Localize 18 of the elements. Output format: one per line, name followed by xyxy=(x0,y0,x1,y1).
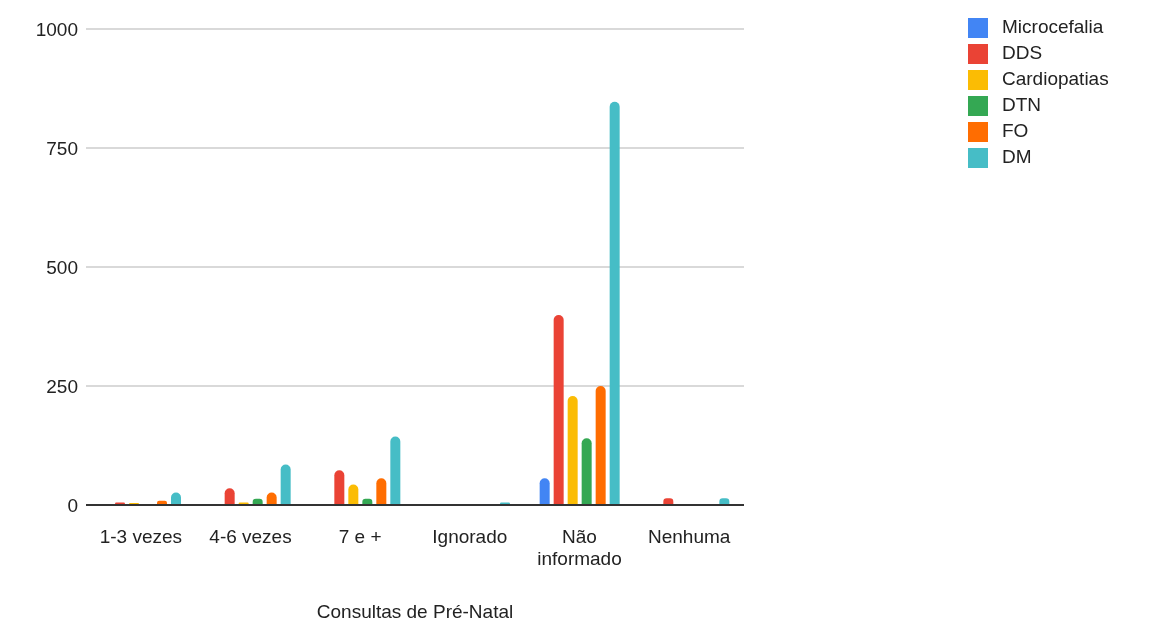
y-tick-label: 500 xyxy=(46,256,78,278)
y-tick-label: 1000 xyxy=(35,18,78,40)
x-tick-label: 4-6 vezes xyxy=(209,526,292,547)
y-tick-label: 250 xyxy=(46,375,78,397)
x-tick-label: Nenhuma xyxy=(647,526,731,547)
legend-label: DM xyxy=(1002,146,1032,167)
x-axis-title: Consultas de Pré-Natal xyxy=(316,601,514,619)
x-tick-label: 1-3 vezes xyxy=(99,526,183,547)
legend-label: DTN xyxy=(1002,94,1042,115)
x-tick-label: Não informado xyxy=(537,526,622,569)
legend-label: FO xyxy=(1002,120,1029,141)
legend-label: DDS xyxy=(1002,42,1043,63)
legend-label: Cardiopatias xyxy=(1002,68,1109,89)
x-tick-label: 7 e + xyxy=(338,526,382,547)
y-tick-label: 750 xyxy=(46,137,78,159)
y-tick-label: 0 xyxy=(67,494,78,516)
x-tick-label: Ignorado xyxy=(432,526,508,547)
legend-label: Microcefalia xyxy=(1002,16,1104,37)
